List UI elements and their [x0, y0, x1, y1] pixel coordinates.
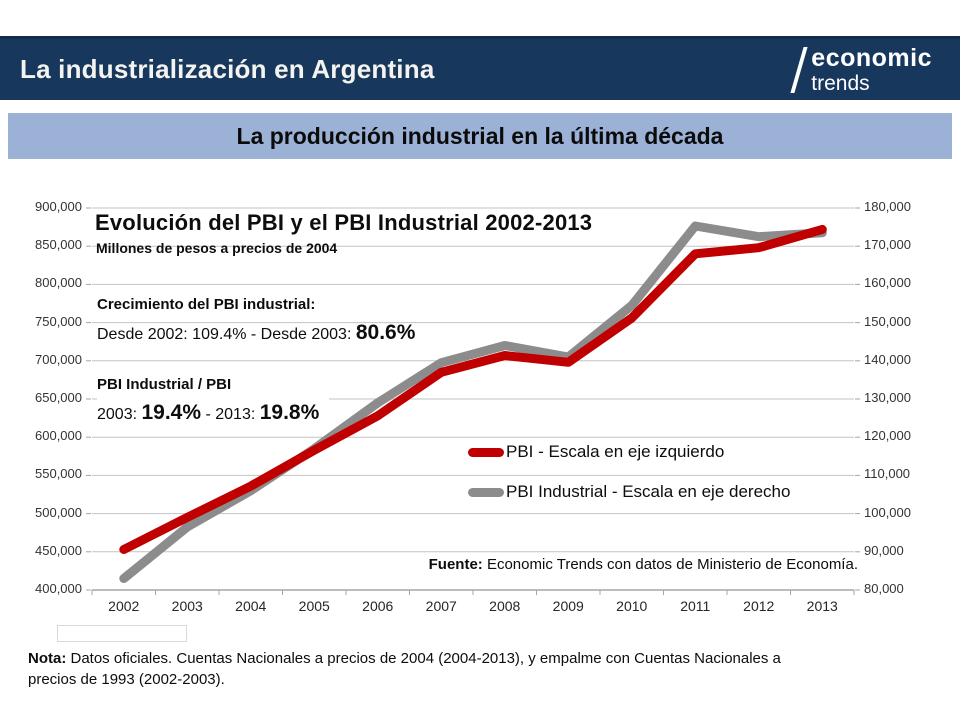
left-axis-label: 700,000: [35, 351, 82, 367]
chart-subtitle: Millones de pesos a precios de 2004: [96, 240, 338, 256]
x-axis-label: 2003: [171, 598, 203, 614]
legend-item: PBI - Escala en eje izquierdo: [468, 432, 790, 472]
right-axis-label: 120,000: [864, 428, 911, 444]
pbi-industrial-line: [119, 221, 827, 583]
x-axis-label: 2004: [235, 598, 267, 614]
right-axis-label: 100,000: [864, 504, 911, 520]
footnote-text: Datos oficiales. Cuentas Nacionales a pr…: [28, 650, 781, 688]
left-axis-label: 450,000: [35, 542, 82, 558]
ratio-2013-value: 19.8%: [259, 401, 320, 424]
economic-trends-logo: economic trends: [790, 43, 932, 95]
x-axis-label: 2008: [489, 598, 521, 614]
ratio-2003-value: 19.4%: [141, 401, 202, 424]
right-axis-label: 130,000: [864, 390, 911, 405]
left-axis-label: 800,000: [35, 275, 82, 291]
legend-swatch: [468, 447, 504, 457]
header-bar: La industrialización en Argentina econom…: [0, 36, 960, 100]
logo-word-economic: economic: [811, 43, 932, 72]
source-line: Fuente: Economic Trends con datos de Min…: [429, 556, 858, 573]
pbi-line: [119, 224, 827, 554]
right-axis-label: 80,000: [864, 581, 904, 596]
right-axis-label: 150,000: [864, 313, 911, 329]
left-axis-label: 850,000: [35, 237, 82, 253]
legend-label: PBI - Escala en eje izquierdo: [506, 442, 725, 461]
logo-word-trends: trends: [811, 71, 870, 95]
page-title: La industrialización en Argentina: [20, 54, 435, 84]
left-axis-label: 550,000: [35, 466, 82, 482]
legend-label: PBI Industrial - Escala en eje derecho: [506, 482, 791, 501]
x-axis-label: 2009: [552, 598, 584, 614]
chart-title: Evolución del PBI y el PBI Industrial 20…: [95, 210, 593, 235]
x-axis-label: 2011: [680, 598, 711, 614]
chart-legend: PBI - Escala en eje izquierdo PBI Industr…: [468, 432, 790, 512]
left-axis-label: 400,000: [35, 581, 82, 596]
right-axis-label: 140,000: [864, 351, 911, 367]
logo-slash-icon: [790, 46, 808, 93]
source-label: Fuente:: [428, 556, 483, 573]
chart-canvas: [86, 207, 860, 595]
x-axis-label: 2010: [616, 598, 648, 614]
ratio-annotation: PBI Industrial / PBI 2003: 19.4% - 2013:…: [97, 376, 330, 425]
left-axis-label: 900,000: [35, 199, 82, 214]
x-axis-label: 2012: [743, 598, 775, 614]
x-axis-label: 2006: [362, 598, 394, 614]
x-axis-label: 2013: [806, 598, 838, 614]
growth-annotation-text: Desde 2002: 109.4% - Desde 2003:: [97, 326, 356, 343]
footnote: Nota: Datos oficiales. Cuentas Nacionale…: [28, 648, 828, 690]
right-axis-label: 170,000: [864, 237, 911, 253]
ratio-annotation-title: PBI Industrial / PBI: [97, 376, 232, 393]
x-axis-label: 2005: [298, 598, 330, 614]
right-axis-label: 180,000: [864, 199, 911, 214]
growth-annotation: Crecimiento del PBI industrial: Desde 20…: [97, 296, 415, 345]
growth-annotation-value: 80.6%: [355, 321, 416, 344]
section-title: La producción industrial en la última dé…: [236, 122, 724, 149]
chart: 900,000 180,000 850,000 170,000 800,000 160,0…: [0, 170, 960, 640]
section-title-bar: La producción industrial en la última dé…: [8, 113, 952, 159]
left-axis-label: 500,000: [35, 504, 82, 520]
empty-placeholder-box: [57, 625, 187, 642]
growth-annotation-title: Crecimiento del PBI industrial:: [97, 296, 316, 313]
left-axis-label: 650,000: [35, 390, 82, 405]
left-axis-label: 600,000: [35, 428, 82, 444]
legend-item: PBI Industrial - Escala en eje derecho: [468, 472, 790, 512]
x-axis-label: 2002: [108, 598, 140, 614]
right-axis-label: 110,000: [864, 466, 911, 482]
left-axis-label: 750,000: [35, 313, 82, 329]
right-axis-label: 90,000: [864, 542, 904, 558]
footnote-label: Nota:: [28, 650, 67, 667]
x-axis-label: 2007: [425, 598, 457, 614]
source-text: Economic Trends con datos de Ministerio …: [482, 556, 858, 573]
right-axis-label: 160,000: [864, 275, 911, 291]
legend-swatch: [468, 487, 504, 497]
